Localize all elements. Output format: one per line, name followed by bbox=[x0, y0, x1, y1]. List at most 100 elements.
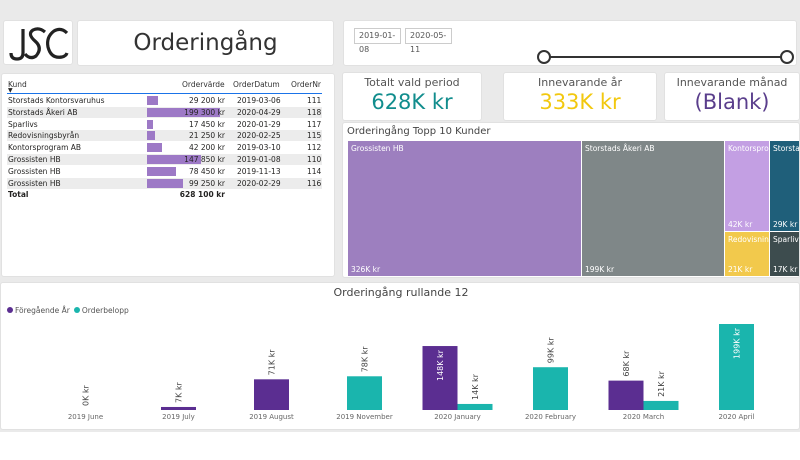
card-label: Innevarande månad bbox=[676, 76, 788, 89]
data-label: 99K kr bbox=[547, 337, 556, 364]
table-row[interactable]: Sparlivs 17 450 kr 2020-01-29 117 bbox=[7, 119, 322, 130]
value-databar bbox=[147, 119, 153, 129]
card-value: (Blank) bbox=[694, 90, 770, 114]
cell-orderdatum: 2020-02-25 bbox=[237, 131, 281, 141]
page-title: Orderingång bbox=[133, 30, 278, 56]
legend-item-order-amount[interactable]: Orderbelopp bbox=[73, 306, 129, 315]
cell-ordernr: 118 bbox=[307, 107, 322, 117]
cell-value: 17K kr bbox=[773, 265, 798, 274]
date-range-track[interactable] bbox=[544, 56, 789, 58]
sort-desc-icon[interactable]: ▼ bbox=[8, 87, 13, 94]
date-slicer[interactable]: 2019-01-08 2020-05-11 bbox=[343, 20, 797, 66]
cell-ordernr: 115 bbox=[307, 131, 322, 141]
cell-name: Sparlivs bbox=[773, 235, 799, 244]
column-bar[interactable] bbox=[719, 324, 754, 410]
chart-title: Orderingång rullande 12 bbox=[333, 286, 469, 299]
value-databar bbox=[147, 155, 201, 164]
treemap-cell[interactable]: Kontorsprogram AB 42K kr bbox=[725, 141, 769, 231]
table-row[interactable]: Redovisningsbyrån 21 250 kr 2020-02-25 115 bbox=[7, 130, 322, 142]
x-tick-label: 2020 April bbox=[718, 413, 754, 421]
card-total-period: Totalt vald period 628K kr bbox=[342, 72, 482, 121]
treemap-cell[interactable]: Storstads Kontorsvaruhus 29K kr bbox=[770, 141, 799, 231]
card-label: Totalt vald period bbox=[364, 76, 460, 89]
cell-name: Redovisningsbyrån bbox=[728, 235, 769, 244]
cell-name: Kontorsprogram AB bbox=[728, 144, 769, 153]
cell-orderdatum: 2020-02-29 bbox=[237, 178, 281, 188]
cell-orderdatum: 2019-01-08 bbox=[237, 155, 281, 164]
treemap-cell[interactable]: Grossisten HB 326K kr bbox=[348, 141, 581, 276]
value-databar bbox=[147, 107, 220, 117]
card-current-month: Innevarande månad (Blank) bbox=[664, 72, 800, 121]
column-bar[interactable] bbox=[422, 346, 458, 410]
bottom-bar bbox=[0, 432, 800, 460]
column-header-kund[interactable]: Kund bbox=[8, 80, 27, 89]
table-row[interactable]: Grossisten HB 78 450 kr 2019-11-13 114 bbox=[7, 166, 322, 177]
column-header-orderdatum[interactable]: OrderDatum bbox=[233, 80, 280, 89]
cell-orderdatum: 2019-03-10 bbox=[237, 143, 281, 153]
column-header-ordernr[interactable]: OrderNr bbox=[291, 80, 322, 89]
data-label: 68K kr bbox=[622, 350, 631, 377]
treemap-title: Orderingång Topp 10 Kunder bbox=[347, 126, 491, 137]
start-date-handle[interactable] bbox=[537, 50, 551, 64]
table-row[interactable]: Kontorsprogram AB 42 200 kr 2019-03-10 112 bbox=[7, 142, 322, 153]
cell-value: 42K kr bbox=[728, 220, 753, 229]
treemap-cell[interactable]: Sparlivs 17K kr bbox=[770, 232, 799, 276]
column-bar[interactable] bbox=[608, 380, 644, 410]
cell-orderdatum: 2019-11-13 bbox=[237, 166, 281, 176]
card-value: 628K kr bbox=[371, 90, 453, 114]
card-label: Innevarande år bbox=[538, 76, 622, 89]
treemap-cell[interactable]: Redovisningsbyrån 21K kr bbox=[725, 232, 769, 276]
cell-orderdatum: 2020-04-29 bbox=[237, 107, 281, 117]
rolling-12-chart: Orderingång rullande 12 Föregående År Or… bbox=[0, 282, 800, 430]
total-label: Total bbox=[8, 190, 29, 199]
x-tick-label: 2019 June bbox=[68, 413, 103, 421]
end-date-handle[interactable] bbox=[780, 50, 794, 64]
cell-kund: Kontorsprogram AB bbox=[8, 143, 82, 153]
jsc-logo-mark bbox=[9, 26, 69, 61]
table-total-row: Total 628 100 kr bbox=[7, 189, 322, 200]
data-label: 21K kr bbox=[657, 370, 666, 397]
cell-ordervarde: 78 450 kr bbox=[188, 166, 225, 176]
cell-ordervarde: 147 850 kr bbox=[184, 155, 225, 164]
cell-ordervarde: 199 300 kr bbox=[184, 107, 225, 117]
x-tick-label: 2020 February bbox=[525, 413, 576, 421]
data-label: 148K kr bbox=[436, 349, 445, 381]
column-header-ordervarde[interactable]: Ordervärde bbox=[182, 80, 225, 89]
column-bar[interactable] bbox=[161, 406, 196, 410]
x-tick-label: 2019 August bbox=[249, 413, 294, 421]
x-tick-label: 2019 November bbox=[336, 413, 393, 421]
cell-ordervarde: 17 450 kr bbox=[188, 119, 225, 129]
cell-ordernr: 116 bbox=[307, 178, 322, 188]
cell-ordervarde: 21 250 kr bbox=[188, 131, 225, 141]
cell-kund: Redovisningsbyrån bbox=[8, 131, 80, 141]
x-tick-label: 2019 July bbox=[162, 413, 195, 421]
card-value: 333K kr bbox=[539, 90, 621, 114]
chart-plot-area: 0K kr 2019 June 7K kr 2019 July 71K kr 2019 A… bbox=[68, 324, 755, 421]
cell-ordervarde: 42 200 kr bbox=[188, 143, 225, 153]
column-bar[interactable] bbox=[643, 400, 679, 410]
cell-kund: Storstads Åkeri AB bbox=[8, 107, 78, 117]
table-row[interactable]: Storstads Åkeri AB 199 300 kr 2020-04-29 11… bbox=[7, 106, 322, 118]
table-row[interactable]: Grossisten HB 147 850 kr 2019-01-08 110 bbox=[7, 154, 322, 165]
cell-ordervarde: 99 250 kr bbox=[188, 178, 225, 188]
cell-kund: Sparlivs bbox=[8, 119, 38, 129]
cell-kund: Grossisten HB bbox=[8, 166, 61, 176]
cell-ordernr: 111 bbox=[307, 96, 322, 105]
cell-name: Grossisten HB bbox=[351, 144, 404, 153]
treemap-cell[interactable]: Storstads Åkeri AB 199K kr bbox=[582, 141, 724, 276]
column-bar[interactable] bbox=[254, 379, 289, 410]
cell-orderdatum: 2020-01-29 bbox=[237, 119, 281, 129]
column-bar[interactable] bbox=[533, 367, 568, 410]
column-bar[interactable] bbox=[457, 403, 493, 410]
total-value: 628 100 kr bbox=[179, 190, 225, 199]
cell-kund: Grossisten HB bbox=[8, 178, 61, 188]
legend-item-previous-year[interactable]: Föregående År bbox=[7, 306, 70, 315]
orders-table: Kund ▼ Ordervärde OrderDatum OrderNr Sto… bbox=[1, 73, 335, 277]
page-title-tile: Orderingång bbox=[77, 20, 334, 66]
column-bar[interactable] bbox=[347, 376, 382, 410]
cell-ordervarde: 29 200 kr bbox=[188, 96, 225, 105]
end-date-input[interactable]: 2020-05-11 bbox=[405, 28, 452, 54]
table-row[interactable]: Grossisten HB 99 250 kr 2020-02-29 116 bbox=[7, 177, 322, 189]
table-row[interactable]: Storstads Kontorsvaruhus 29 200 kr 2019-03… bbox=[7, 95, 322, 106]
start-date-input[interactable]: 2019-01-08 bbox=[354, 28, 401, 54]
